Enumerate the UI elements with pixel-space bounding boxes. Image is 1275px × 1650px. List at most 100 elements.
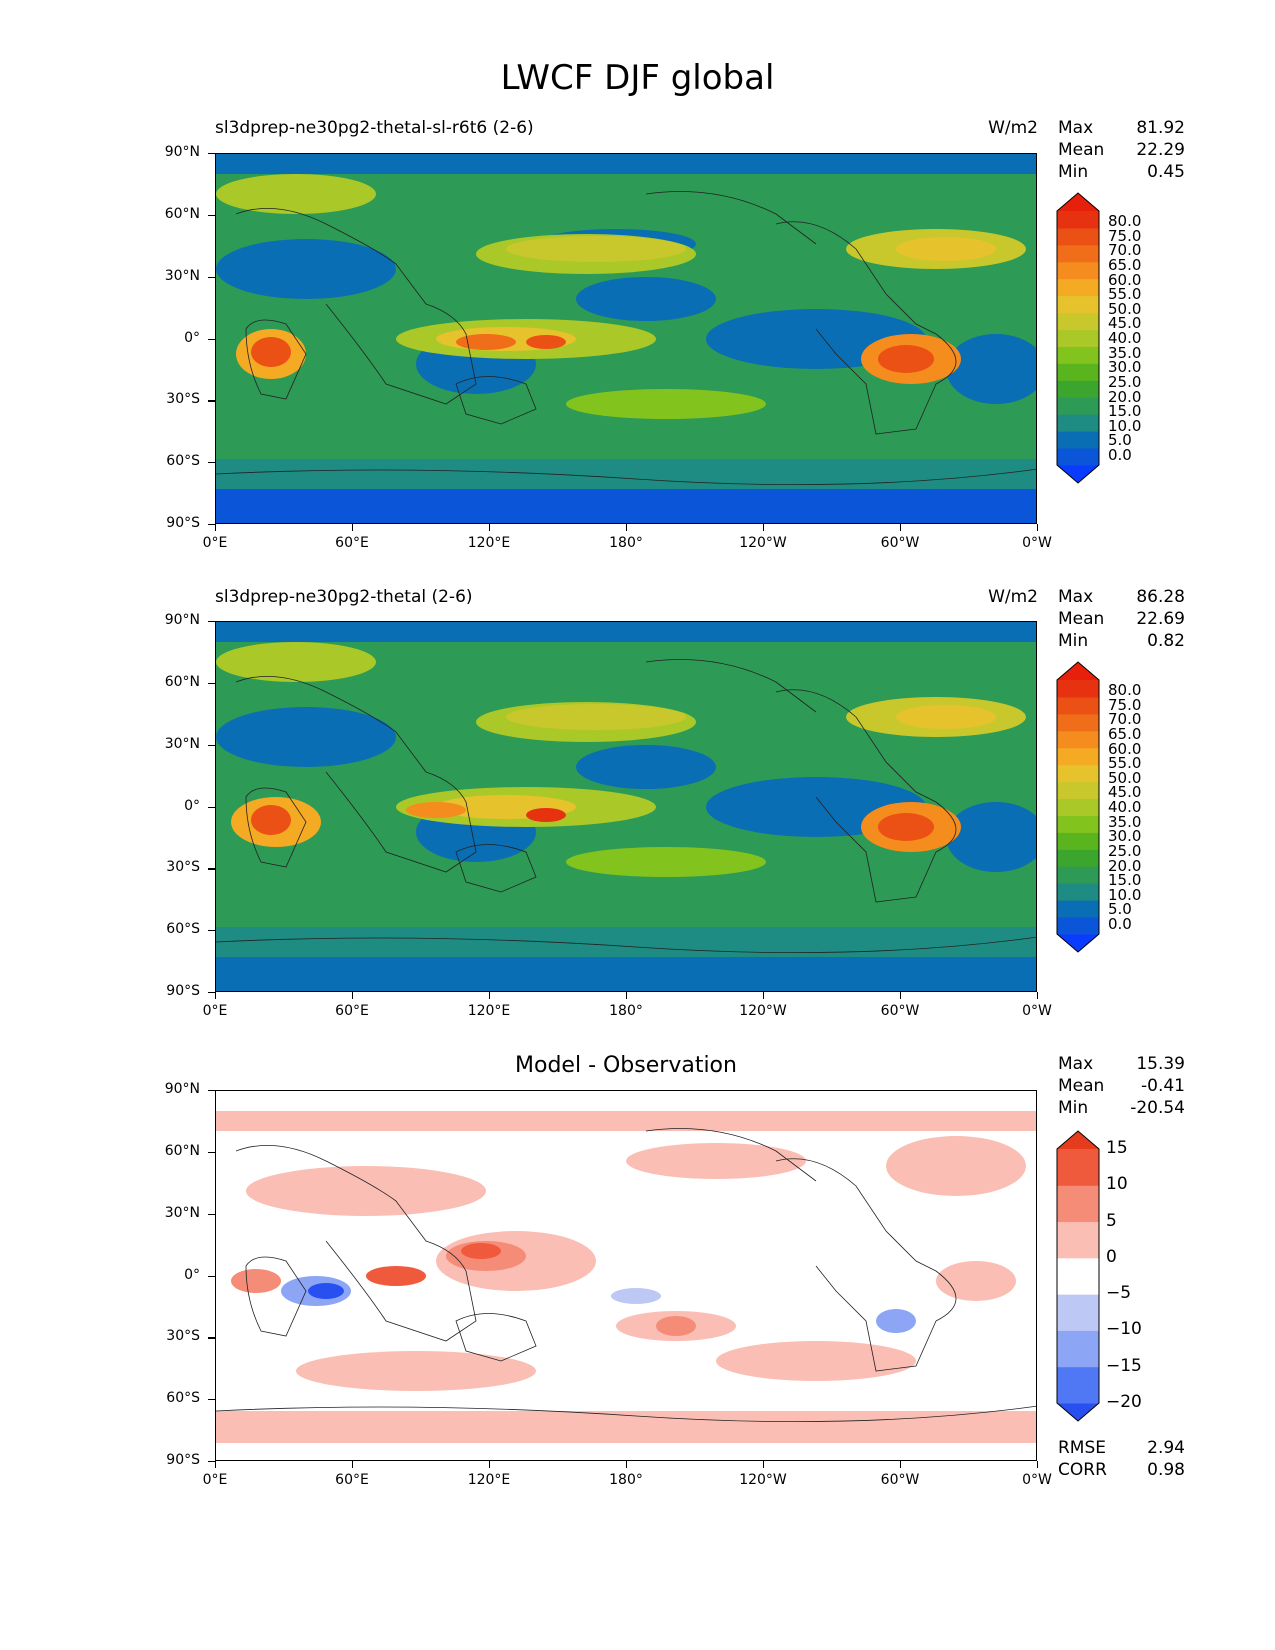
colorbar-tick-label: 20.0	[1108, 387, 1142, 406]
colorbar-tick-label: 60.0	[1108, 270, 1142, 289]
colorbar-segment	[1057, 295, 1099, 314]
colorbar-extend-high	[1057, 662, 1099, 680]
colorbar-segment	[1057, 764, 1099, 783]
lat-tick-mark	[208, 930, 215, 932]
units-label: W/m2	[988, 118, 1038, 138]
lon-tick-label: 0°W	[1022, 1472, 1052, 1488]
contour-map	[216, 622, 1036, 991]
lat-tick-label: 60°N	[164, 205, 200, 222]
lat-tick-label: 60°N	[164, 1142, 200, 1159]
colorbar-graphic	[1056, 192, 1100, 484]
colorbar-tick-label: 10.0	[1108, 416, 1142, 435]
colorbar-segment	[1057, 312, 1099, 331]
colorbar-segment	[1057, 849, 1099, 867]
stat-max: Max 81.92	[1058, 118, 1185, 138]
lat-tick-mark	[208, 338, 215, 340]
colorbar-tick-label: 40.0	[1108, 798, 1142, 816]
metrics-box: RMSE 2.94 CORR 0.98	[1058, 1437, 1185, 1481]
colorbar-tick-label: −5	[1106, 1283, 1132, 1304]
colorbar-tick-label: 25.0	[1108, 372, 1142, 391]
lon-tick-label: 120°E	[467, 1003, 511, 1019]
lon-tick-label: 180°	[609, 1472, 643, 1488]
colorbar-tick-label: 30.0	[1108, 358, 1142, 377]
colorbar-segment	[1057, 680, 1099, 698]
colorbar-tick-label: 0	[1106, 1246, 1117, 1267]
lon-tick-mark	[900, 992, 902, 999]
colorbar-graphic	[1056, 661, 1100, 953]
colorbar-segment	[1057, 414, 1099, 432]
colorbar-tick-label: −15	[1106, 1355, 1142, 1376]
lon-tick-label: 60°W	[880, 1472, 920, 1488]
colorbar-tick-label: 70.0	[1108, 710, 1142, 729]
stat-mean: Mean -0.41	[1058, 1076, 1185, 1096]
colorbar-segment	[1057, 900, 1099, 918]
colorbar-tick-label: 50.0	[1108, 299, 1142, 318]
lon-tick-label: 180°	[609, 1003, 643, 1019]
colorbar-tick-label: 65.0	[1108, 724, 1142, 743]
colorbar-segment	[1057, 448, 1099, 466]
lat-tick-mark	[208, 524, 215, 526]
lon-tick-mark	[900, 524, 902, 531]
lat-tick-mark	[208, 868, 215, 870]
colorbar-tick-label: 15	[1106, 1138, 1128, 1158]
colorbar-segment	[1057, 747, 1099, 766]
lon-tick-mark	[626, 1461, 628, 1468]
map-plot	[215, 621, 1037, 992]
lat-tick-mark	[208, 462, 215, 464]
colorbar-tick-label: 80.0	[1108, 212, 1142, 230]
lat-tick-mark	[208, 1275, 215, 1277]
units-label: W/m2	[988, 587, 1038, 607]
colorbar-graphic	[1056, 1130, 1100, 1422]
lat-tick-label: 90°N	[164, 612, 200, 628]
lon-tick-mark	[215, 1461, 217, 1468]
lat-tick-mark	[208, 806, 215, 808]
colorbar-segment	[1057, 815, 1099, 833]
colorbar-extend-low	[1057, 465, 1099, 483]
colorbar-segment	[1057, 397, 1099, 415]
lon-tick-mark	[215, 524, 217, 531]
colorbar-tick-label: 45.0	[1108, 314, 1142, 333]
lon-tick-label: 60°E	[335, 1003, 369, 1019]
stats-box: Max 15.39 Mean -0.41 Min -20.54	[1058, 1053, 1185, 1119]
colorbar-segment	[1057, 329, 1099, 347]
lat-tick-label: 90°S	[166, 983, 200, 999]
lat-tick-mark	[208, 1337, 215, 1339]
colorbar-segment	[1057, 798, 1099, 816]
lon-tick-mark	[1037, 992, 1039, 999]
lat-tick-label: 90°S	[166, 515, 200, 531]
stat-mean: Mean 22.29	[1058, 140, 1185, 160]
lon-tick-label: 0°E	[202, 1003, 228, 1019]
colorbar-segment	[1057, 696, 1099, 715]
colorbar-tick-label: 5.0	[1108, 431, 1132, 450]
stat-min: Min -20.54	[1058, 1098, 1185, 1118]
lat-tick-mark	[208, 1090, 215, 1092]
lat-tick-label: 30°N	[164, 267, 200, 284]
lat-tick-label: 60°S	[166, 453, 200, 470]
lat-tick-label: 30°N	[164, 1204, 200, 1221]
lon-tick-label: 120°W	[739, 535, 787, 551]
panel-model-b: sl3dprep-ne30pg2-thetal (2-6) W/m2	[0, 0, 1275, 992]
colorbar-segment	[1057, 363, 1099, 381]
lon-tick-mark	[626, 992, 628, 999]
colorbar-tick-label: 40.0	[1108, 329, 1142, 347]
lon-tick-label: 0°W	[1022, 535, 1052, 551]
panel-difference: Model - Observation	[0, 0, 1275, 1480]
contour-map	[216, 1091, 1036, 1460]
lat-tick-label: 0°	[184, 1266, 200, 1283]
lon-tick-label: 120°E	[467, 535, 511, 551]
colorbar-tick-label: 15.0	[1108, 871, 1142, 890]
lon-tick-mark	[763, 1461, 765, 1468]
colorbar-segment	[1057, 781, 1099, 800]
colorbar-tick-label: 35.0	[1108, 812, 1142, 831]
panel-model-a: sl3dprep-ne30pg2-thetal-sl-r6t6 (2-6) W/…	[0, 0, 1275, 524]
lat-tick-mark	[208, 153, 215, 155]
lat-tick-mark	[208, 1151, 215, 1154]
panel-title: sl3dprep-ne30pg2-thetal (2-6)	[215, 587, 473, 607]
lon-tick-mark	[900, 1461, 902, 1468]
stat-max: Max 15.39	[1058, 1054, 1185, 1074]
colorbar-segment	[1057, 380, 1099, 398]
lon-tick-mark	[763, 524, 765, 531]
stats-box: Max 86.28 Mean 22.69 Min 0.82	[1058, 586, 1185, 652]
colorbar-segment	[1057, 866, 1099, 884]
colorbar-tick-label: 80.0	[1108, 681, 1142, 699]
